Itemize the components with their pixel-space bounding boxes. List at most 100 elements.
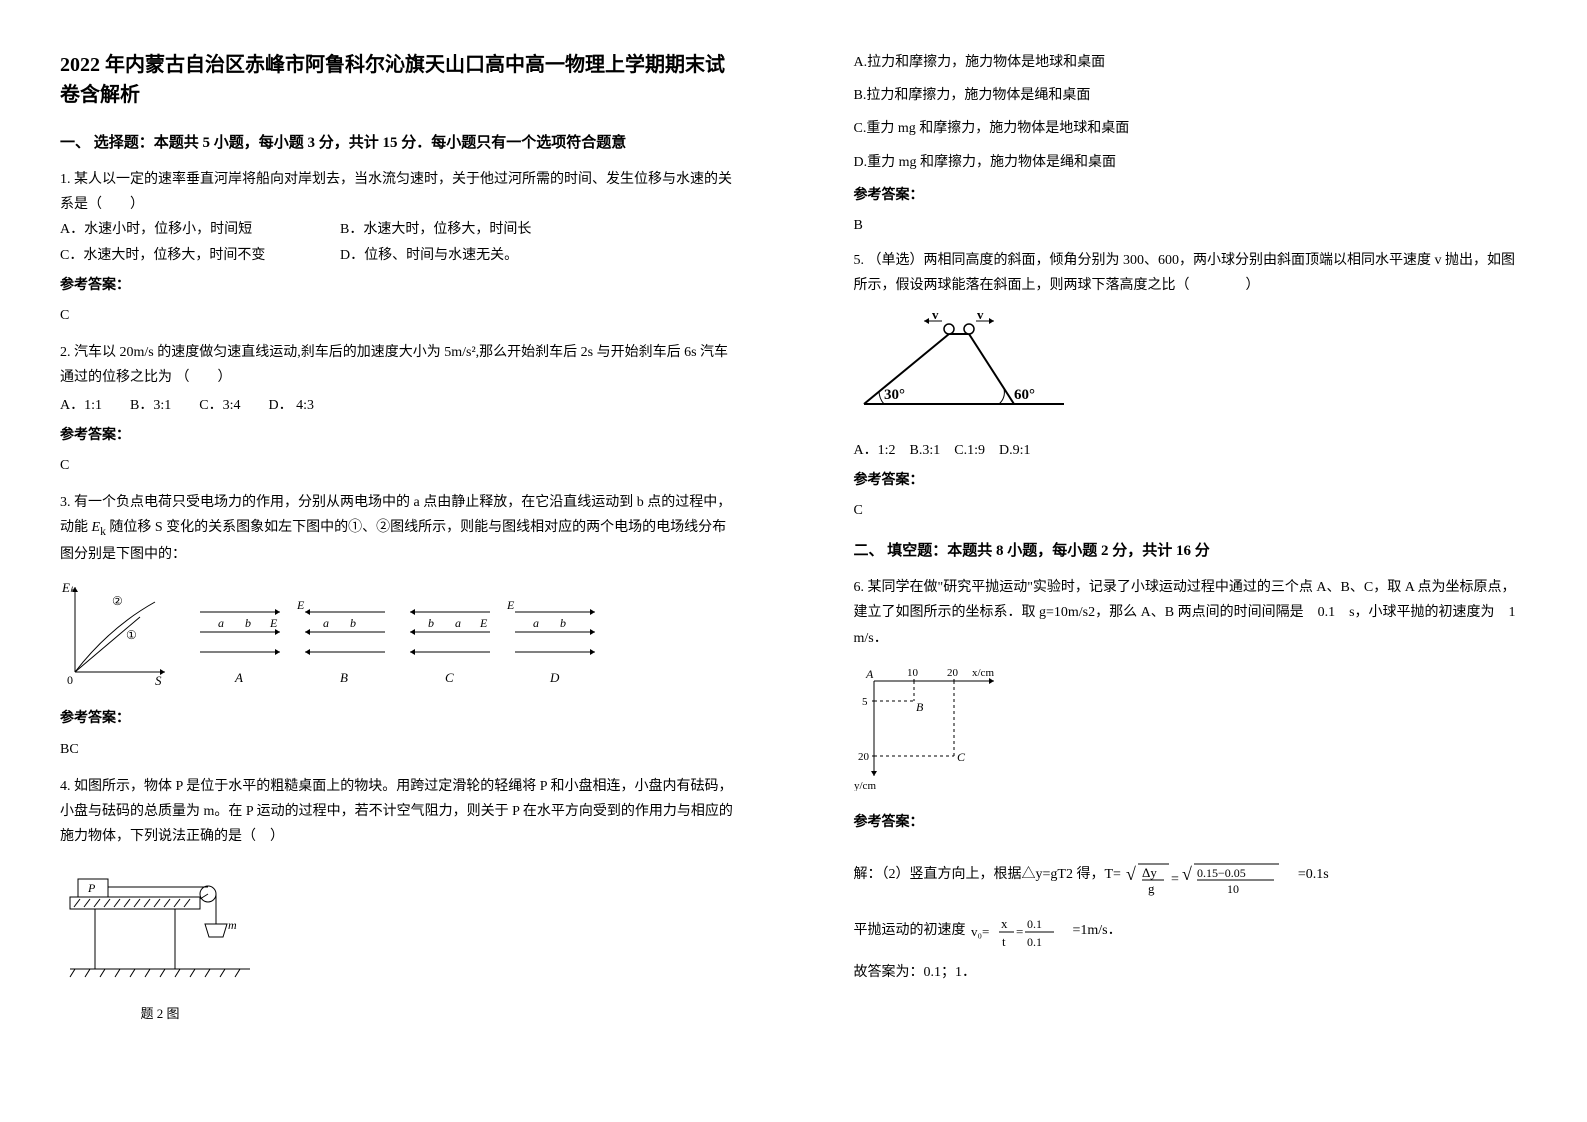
svg-text:a: a [323,616,329,630]
svg-text:B: B [916,700,924,714]
q6-svg: 10 20 x/cm 5 20 y/cm A B C [854,661,1014,791]
q1-options-row2: C．水速大时，位移大，时间不变 D．位移、时间与水速无关。 [60,243,734,268]
q4-text: 4. 如图所示，物体 P 是位于水平的粗糙桌面上的物块。用跨过定滑轮的轻绳将 P… [60,774,734,850]
svg-text:0.15−0.05: 0.15−0.05 [1197,866,1246,880]
svg-text:0: 0 [67,673,73,687]
field-C: a b E C [410,609,490,685]
q1-optC: C．水速大时，位移大，时间不变 [60,243,340,268]
q6-sol-pre: 解：（2）竖直方向上，根据△y=gT2 得，T= [854,867,1121,882]
svg-text:20: 20 [947,667,959,679]
q6-v0-suf: =1m/s． [1073,923,1122,938]
svg-text:D: D [549,670,560,685]
svg-text:C: C [445,670,454,685]
q3-figure: Eₖ S 0 ② ① a b E A [60,577,734,696]
q2-text: 2. 汽车以 20m/s 的速度做匀速直线运动,刹车后的加速度大小为 5m/s²… [60,340,734,390]
svg-text:0.1: 0.1 [1027,917,1042,931]
q1-optA: A．水速小时，位移小，时间短 [60,217,340,242]
q4-optB: B.拉力和摩擦力，施力物体是绳和桌面 [854,83,1528,108]
q1-options-row1: A．水速小时，位移小，时间短 B．水速大时，位移大，时间长 [60,217,734,242]
section1-title: 一、 选择题：本题共 5 小题，每小题 3 分，共计 15 分．每小题只有一个选… [60,130,734,157]
question-5: 5. （单选）两相同高度的斜面，倾角分别为 300、600，两小球分别由斜面顶端… [854,248,1528,523]
svg-text:=: = [1171,872,1179,887]
svg-text:60°: 60° [1014,387,1035,403]
svg-text:E: E [296,598,305,612]
q4-optD: D.重力 mg 和摩擦力，施力物体是绳和桌面 [854,150,1528,175]
q4-optA: A.拉力和摩擦力，施力物体是地球和桌面 [854,50,1528,75]
svg-text:20: 20 [858,751,870,763]
svg-text:P: P [87,881,96,895]
y-label: Eₖ [61,580,76,595]
q6-solution-line2: 平抛运动的初速度 v₀= x t = 0.1 0.1 =1m/s． [854,910,1528,952]
q2-options: A．1:1 B．3:1 C．3:4 D． 4:3 [60,393,734,418]
answer-label: 参考答案： [854,810,1528,835]
svg-text:v: v [932,309,939,322]
svg-text:30°: 30° [884,387,905,403]
q4-fig-label: 题 2 图 [60,1002,260,1025]
answer-label: 参考答案： [60,423,734,448]
field-D: b a E D [506,598,595,685]
answer-label: 参考答案： [60,706,734,731]
svg-text:√: √ [1126,864,1136,884]
q1-optB: B．水速大时，位移大，时间长 [340,217,531,242]
answer-label: 参考答案： [854,183,1528,208]
q4-svg: P [60,859,260,989]
svg-text:E: E [269,616,278,630]
page-title: 2022 年内蒙古自治区赤峰市阿鲁科尔沁旗天山口高中高一物理上学期期末试卷含解析 [60,50,734,110]
q5-svg: v v 30° 60° [854,309,1074,419]
q4-optC: C.重力 mg 和摩擦力，施力物体是地球和桌面 [854,116,1528,141]
svg-text:Δy: Δy [1142,865,1157,880]
right-column: A.拉力和摩擦力，施力物体是地球和桌面 B.拉力和摩擦力，施力物体是绳和桌面 C… [794,0,1587,1122]
formula-v0: v₀= x t = 0.1 0.1 [969,910,1069,952]
q5-options: A．1:2 B.3:1 C.1:9 D.9:1 [854,438,1528,463]
svg-text:B: B [340,670,348,685]
svg-text:0.1: 0.1 [1027,935,1042,949]
curve2: ② [112,594,123,608]
q3-text: 3. 有一个负点电荷只受电场力的作用，分别从两电场中的 a 点由静止释放，在它沿… [60,490,734,567]
svg-text:E: E [479,616,488,630]
svg-text:x: x [1001,916,1008,931]
svg-text:=: = [1016,924,1023,939]
question-2: 2. 汽车以 20m/s 的速度做匀速直线运动,刹车后的加速度大小为 5m/s²… [60,340,734,478]
question-3: 3. 有一个负点电荷只受电场力的作用，分别从两电场中的 a 点由静止释放，在它沿… [60,490,734,762]
svg-text:10: 10 [1227,882,1239,896]
left-column: 2022 年内蒙古自治区赤峰市阿鲁科尔沁旗天山口高中高一物理上学期期末试卷含解析… [0,0,794,1122]
q4-answer: B [854,213,1528,238]
q5-text: 5. （单选）两相同高度的斜面，倾角分别为 300、600，两小球分别由斜面顶端… [854,248,1528,298]
svg-text:y/cm: y/cm [854,780,876,791]
q6-final: 故答案为：0.1；1． [854,960,1528,985]
answer-label: 参考答案： [854,468,1528,493]
svg-text:b: b [245,616,251,630]
q3-chart-svg: Eₖ S 0 ② ① a b E A [60,577,600,687]
q1-optD: D．位移、时间与水速无关。 [340,243,518,268]
svg-text:a: a [533,616,539,630]
svg-text:v₀=: v₀= [971,924,989,939]
q4-figure: P [60,859,734,1025]
x-label: S [155,673,162,687]
svg-text:C: C [957,750,966,764]
svg-text:10: 10 [907,667,919,679]
q3-answer: BC [60,737,734,762]
question-4: 4. 如图所示，物体 P 是位于水平的粗糙桌面上的物块。用跨过定滑轮的轻绳将 P… [60,774,734,1025]
q1-text: 1. 某人以一定的速率垂直河岸将船向对岸划去，当水流匀速时，关于他过河所需的时间… [60,167,734,217]
svg-text:A: A [865,667,874,681]
ek-symbol: Ek [92,520,106,535]
section2-title: 二、 填空题：本题共 8 小题，每小题 2 分，共计 16 分 [854,538,1528,565]
svg-text:v: v [977,309,984,322]
q6-solution-line1: 解：（2）竖直方向上，根据△y=gT2 得，T= √ Δy g = √ 0.15… [854,850,1528,900]
q5-answer: C [854,498,1528,523]
ek-graph: Eₖ S 0 ② ① [61,580,165,687]
field-B: a b E B [296,598,385,685]
svg-text:a: a [218,616,224,630]
question-1: 1. 某人以一定的速率垂直河岸将船向对岸划去，当水流匀速时，关于他过河所需的时间… [60,167,734,328]
svg-text:t: t [1002,934,1006,949]
svg-text:x/cm: x/cm [972,667,994,679]
svg-text:g: g [1148,881,1155,896]
svg-text:b: b [350,616,356,630]
svg-text:E: E [506,598,515,612]
field-A: a b E A [200,609,280,685]
formula-sqrt: √ Δy g = √ 0.15−0.05 10 [1124,850,1294,900]
q6-v0-pre: 平抛运动的初速度 [854,923,966,938]
svg-text:a: a [455,616,461,630]
answer-label: 参考答案： [60,273,734,298]
q6-figure: 10 20 x/cm 5 20 y/cm A B C [854,661,1528,800]
